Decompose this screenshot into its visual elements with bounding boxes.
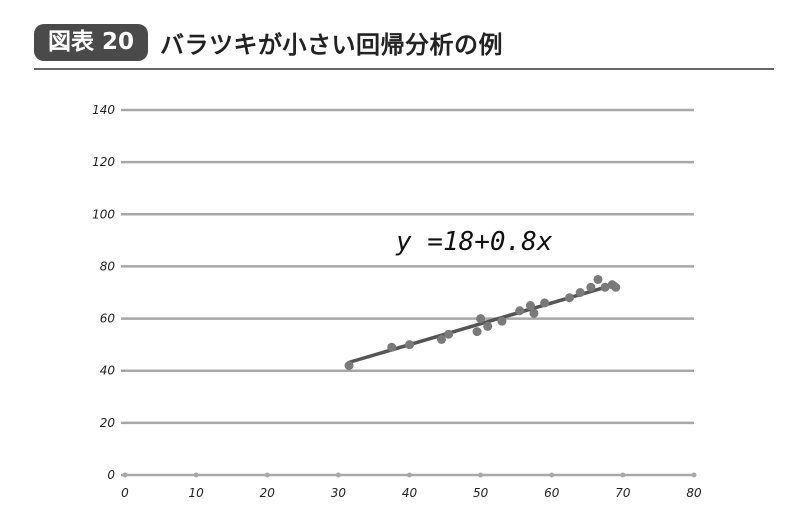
data-point bbox=[529, 308, 539, 318]
data-point bbox=[515, 306, 525, 316]
header-divider bbox=[34, 68, 774, 70]
x-tick-mark bbox=[478, 472, 484, 478]
y-tick-label: 60 bbox=[100, 312, 116, 326]
data-point bbox=[525, 301, 535, 311]
x-tick-mark bbox=[407, 472, 412, 478]
y-tick-label: 40 bbox=[100, 364, 116, 378]
data-point bbox=[575, 288, 585, 297]
x-tick-mark bbox=[335, 472, 341, 478]
data-point bbox=[600, 282, 610, 292]
x-tick-mark bbox=[549, 472, 555, 478]
data-point bbox=[540, 298, 550, 308]
data-point bbox=[344, 361, 354, 370]
x-tick-label: 60 bbox=[544, 486, 560, 500]
x-tick-label: 30 bbox=[331, 486, 347, 500]
data-point bbox=[387, 342, 397, 352]
x-tick-label: 10 bbox=[188, 486, 204, 500]
data-point bbox=[444, 329, 454, 339]
data-point bbox=[497, 316, 507, 326]
x-tick-mark bbox=[122, 472, 128, 478]
data-point bbox=[565, 293, 575, 303]
y-tick-label: 80 bbox=[100, 259, 116, 273]
x-tick-mark bbox=[620, 472, 626, 478]
y-tick-label: 0 bbox=[107, 468, 115, 482]
y-tick-label: 120 bbox=[92, 155, 115, 169]
data-point bbox=[611, 282, 621, 292]
figure-header: 図表 20 バラツキが小さい回帰分析の例 bbox=[34, 22, 503, 62]
x-tick-mark bbox=[264, 472, 270, 478]
x-tick-label: 70 bbox=[615, 486, 631, 500]
data-point bbox=[586, 282, 596, 292]
x-tick-label: 20 bbox=[260, 486, 276, 500]
y-tick-label: 140 bbox=[92, 103, 115, 117]
x-tick-label: 80 bbox=[686, 486, 702, 500]
x-tick-label: 0 bbox=[121, 486, 129, 500]
data-point bbox=[472, 327, 482, 337]
figure-title: バラツキが小さい回帰分析の例 bbox=[160, 30, 504, 59]
figure-number-badge: 図表 20 bbox=[34, 23, 149, 61]
x-tick-mark bbox=[691, 472, 697, 478]
data-point bbox=[437, 334, 447, 344]
x-tick-mark bbox=[193, 472, 199, 478]
x-tick-label: 40 bbox=[402, 486, 418, 500]
x-tick-label: 50 bbox=[473, 486, 489, 500]
data-point bbox=[476, 314, 486, 324]
data-point bbox=[593, 274, 603, 284]
data-point bbox=[483, 321, 493, 331]
y-tick-label: 20 bbox=[100, 416, 116, 430]
y-tick-label: 100 bbox=[92, 207, 115, 221]
data-point bbox=[405, 340, 414, 350]
regression-equation: y =18+0.8x bbox=[395, 227, 553, 257]
